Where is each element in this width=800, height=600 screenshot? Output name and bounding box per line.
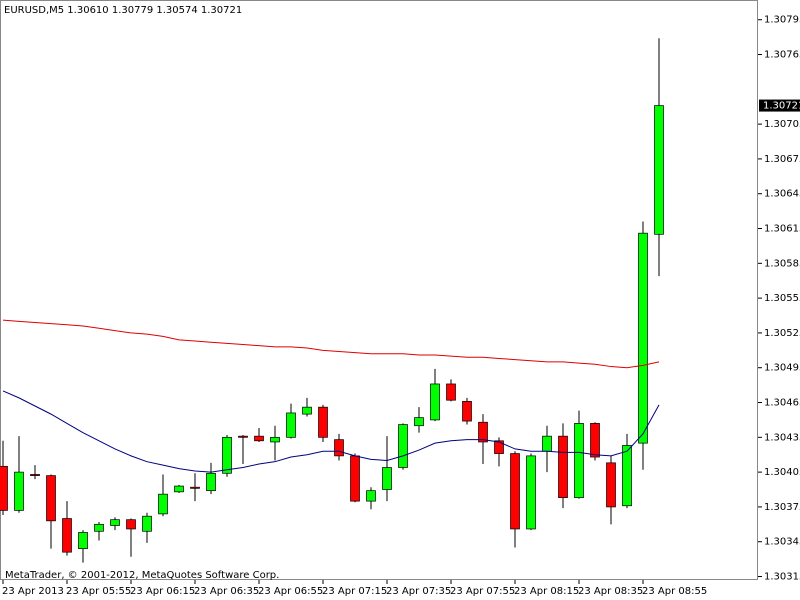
x-tick-label: 23 Apr 08:15 xyxy=(514,586,579,597)
candle-body xyxy=(510,453,520,530)
y-tick-label: 1.30315 xyxy=(764,572,800,583)
candle-body xyxy=(574,423,584,498)
candle-body xyxy=(46,475,56,522)
candle-body xyxy=(462,401,472,422)
candle-body xyxy=(30,474,40,476)
x-tick-label: 23 Apr 2013 xyxy=(2,586,64,597)
candle-body xyxy=(94,523,104,532)
moving-average xyxy=(2,319,660,369)
candle-body xyxy=(382,467,392,490)
candle-body xyxy=(494,440,504,454)
candle-body xyxy=(158,493,168,515)
candle-body xyxy=(302,406,312,415)
candle-body xyxy=(78,532,88,550)
y-tick-label: 1.30405 xyxy=(764,467,800,478)
y-tick-label: 1.30675 xyxy=(764,154,800,165)
y-tick-label: 1.30525 xyxy=(764,328,800,339)
candle-body xyxy=(366,490,376,502)
y-tick-label: 1.30585 xyxy=(764,258,800,269)
x-tick-label: 23 Apr 05:55 xyxy=(66,586,131,597)
candle-body xyxy=(206,472,216,492)
price-marker xyxy=(759,99,800,112)
candle-body xyxy=(14,471,24,511)
candle-body xyxy=(286,412,296,438)
candle-body xyxy=(270,436,280,443)
candle-body xyxy=(526,455,536,530)
y-tick-label: 1.30765 xyxy=(764,50,800,61)
y-tick-label: 1.30705 xyxy=(764,119,800,130)
candle-body xyxy=(334,439,344,457)
x-tick-label: 23 Apr 08:35 xyxy=(578,586,643,597)
candle-body xyxy=(350,455,360,502)
candle-body xyxy=(414,417,424,427)
candle-body xyxy=(318,406,328,438)
candle-body xyxy=(142,515,152,532)
candle-body xyxy=(126,519,136,530)
candle-body xyxy=(0,465,8,511)
y-tick-label: 1.30645 xyxy=(764,189,800,200)
candle-body xyxy=(478,421,488,443)
x-tick-label: 23 Apr 06:15 xyxy=(130,586,195,597)
candle-body xyxy=(190,486,200,489)
y-tick-label: 1.30615 xyxy=(764,224,800,235)
candle-body xyxy=(222,436,232,474)
y-tick-label: 1.30435 xyxy=(764,432,800,443)
moving-average xyxy=(2,390,660,473)
x-tick-label: 23 Apr 06:55 xyxy=(258,586,323,597)
candle-body xyxy=(254,435,264,442)
y-tick-label: 1.30345 xyxy=(764,537,800,548)
y-tick-label: 1.30795 xyxy=(764,15,800,26)
candle-body xyxy=(174,485,184,493)
candle-body xyxy=(558,435,568,498)
candle-body xyxy=(638,232,648,444)
candle-body xyxy=(110,519,120,526)
y-tick-label: 1.30375 xyxy=(764,502,800,513)
chart-title: EURUSD,M5 1.30610 1.30779 1.30574 1.3072… xyxy=(4,5,242,16)
candle-body xyxy=(590,423,600,458)
current-price: 1.30721 xyxy=(763,101,800,112)
x-tick-label: 23 Apr 08:55 xyxy=(642,586,707,597)
candle-body xyxy=(654,105,664,235)
x-tick-label: 23 Apr 07:15 xyxy=(322,586,387,597)
candle-body xyxy=(62,518,72,553)
candle-body xyxy=(398,424,408,468)
candle-body xyxy=(606,462,616,508)
x-tick-label: 23 Apr 07:55 xyxy=(450,586,515,597)
candle-body xyxy=(430,383,440,421)
x-tick-label: 23 Apr 07:35 xyxy=(386,586,451,597)
candle-body xyxy=(446,383,456,401)
candle-body xyxy=(542,435,552,452)
y-tick-label: 1.30555 xyxy=(764,293,800,304)
candle-body xyxy=(238,435,248,438)
x-tick-label: 23 Apr 06:35 xyxy=(194,586,259,597)
y-tick-label: 1.30465 xyxy=(764,398,800,409)
credit: MetaTrader, © 2001-2012, MetaQuotes Soft… xyxy=(5,570,279,581)
y-tick-label: 1.30495 xyxy=(764,363,800,374)
candle-body xyxy=(622,445,632,507)
